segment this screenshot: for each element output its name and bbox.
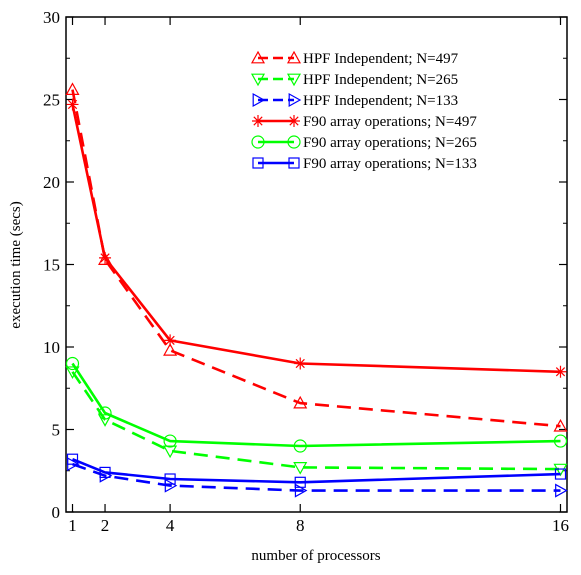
legend-marker bbox=[250, 73, 266, 87]
data-point bbox=[554, 365, 567, 378]
legend-label: F90 array operations; N=133 bbox=[303, 156, 477, 172]
data-point bbox=[98, 252, 113, 265]
y-axis-ticks: 0 5 10 15 20 25 30 bbox=[43, 8, 567, 522]
series-6 bbox=[66, 453, 567, 488]
legend-entry: HPF Independent; N=497 bbox=[250, 50, 459, 67]
legend-label: HPF Independent; N=497 bbox=[303, 51, 459, 67]
data-point bbox=[294, 476, 306, 488]
legend-marker bbox=[288, 157, 300, 169]
legend-entry: HPF Independent; N=265 bbox=[250, 72, 458, 88]
data-point bbox=[164, 478, 178, 493]
data-point bbox=[163, 343, 178, 356]
legend-marker bbox=[288, 115, 300, 127]
data-point bbox=[65, 366, 80, 379]
y-tick-label: 15 bbox=[43, 256, 60, 275]
data-point bbox=[553, 463, 568, 477]
x-tick-label: 4 bbox=[166, 516, 175, 535]
legend-marker bbox=[250, 50, 266, 64]
data-point bbox=[66, 453, 79, 465]
x-tick-label: 8 bbox=[296, 516, 305, 535]
y-tick-label: 10 bbox=[43, 338, 60, 357]
legend-marker bbox=[287, 135, 301, 149]
data-point bbox=[163, 445, 178, 459]
x-axis-title: number of processors bbox=[251, 548, 380, 564]
legend-marker bbox=[252, 115, 264, 127]
y-tick-label: 25 bbox=[43, 91, 60, 110]
series-line bbox=[72, 462, 561, 492]
series-4 bbox=[66, 98, 567, 378]
data-point bbox=[293, 462, 308, 475]
data-point bbox=[554, 468, 567, 480]
data-point bbox=[293, 395, 308, 409]
y-tick-label: 30 bbox=[43, 8, 60, 27]
data-point bbox=[99, 466, 111, 478]
data-point bbox=[293, 439, 307, 453]
legend-marker bbox=[251, 135, 265, 149]
legend: HPF Independent; N=497 HPF Independent; N… bbox=[250, 50, 477, 172]
legend-marker bbox=[252, 157, 264, 169]
series-line bbox=[71, 362, 561, 448]
y-tick-label: 0 bbox=[52, 503, 61, 522]
y-axis-title: execution time (secs) bbox=[8, 201, 24, 328]
legend-entry: F90 array operations; N=133 bbox=[252, 156, 477, 172]
series-layer bbox=[65, 82, 568, 498]
data-point bbox=[65, 82, 80, 96]
data-point bbox=[553, 434, 568, 448]
data-point bbox=[553, 418, 568, 432]
series-5 bbox=[65, 356, 568, 453]
legend-entry: F90 array operations; N=265 bbox=[251, 135, 477, 151]
data-point bbox=[164, 473, 176, 485]
legend-entry: HPF Independent; N=133 bbox=[252, 92, 458, 109]
x-tick-label: 16 bbox=[552, 516, 569, 535]
legend-label: HPF Independent; N=133 bbox=[303, 93, 458, 109]
legend-label: F90 array operations; N=497 bbox=[303, 114, 477, 130]
legend-marker bbox=[288, 92, 302, 108]
series-line bbox=[71, 371, 561, 471]
x-tick-label: 2 bbox=[101, 516, 110, 535]
legend-label: F90 array operations; N=265 bbox=[303, 135, 477, 151]
legend-marker bbox=[286, 50, 302, 64]
y-tick-label: 5 bbox=[52, 421, 61, 440]
series-2 bbox=[65, 366, 568, 477]
data-point bbox=[66, 98, 79, 111]
data-point bbox=[99, 251, 112, 264]
data-point bbox=[98, 406, 112, 420]
data-point bbox=[98, 414, 113, 427]
x-tick-label: 1 bbox=[68, 516, 77, 535]
legend-marker bbox=[252, 92, 266, 108]
legend-entry: F90 array operations; N=497 bbox=[252, 114, 477, 130]
legend-marker bbox=[286, 73, 302, 87]
data-point bbox=[163, 434, 177, 448]
y-tick-label: 20 bbox=[43, 173, 60, 192]
data-point bbox=[164, 334, 177, 347]
data-point bbox=[555, 483, 568, 498]
series-line bbox=[72, 457, 561, 484]
data-point bbox=[65, 356, 80, 371]
data-point bbox=[294, 357, 307, 370]
legend-label: HPF Independent; N=265 bbox=[303, 72, 458, 88]
x-axis-ticks: 1 2 4 8 16 bbox=[68, 17, 569, 535]
